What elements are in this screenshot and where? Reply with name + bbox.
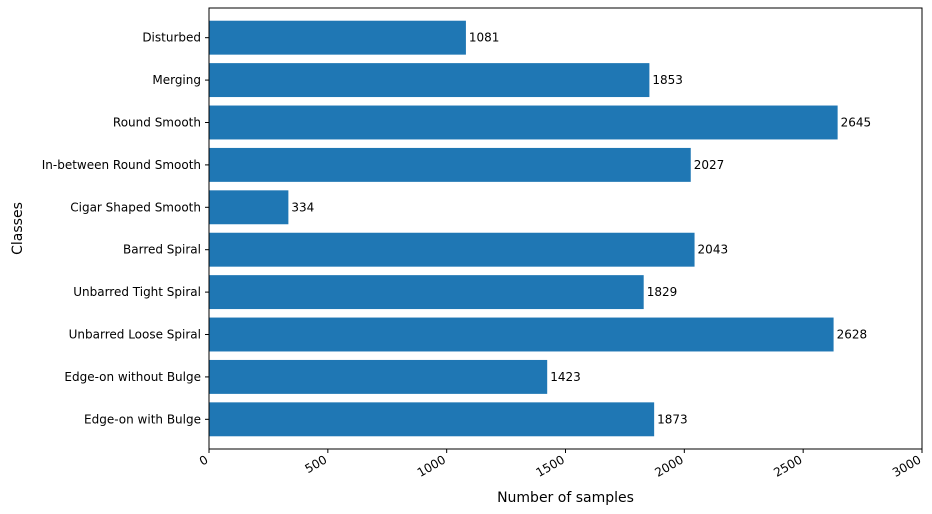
bar-value-label: 2628 <box>837 328 868 342</box>
y-ticks-group: Disturbed Merging Round Smooth In-between R… <box>42 31 209 426</box>
bar <box>209 317 834 352</box>
y-tick-label: In-between Round Smooth <box>42 158 201 172</box>
bar <box>209 105 838 140</box>
y-axis-title: Classes <box>10 202 26 255</box>
bar-value-label: 1853 <box>652 73 683 87</box>
bar <box>209 232 695 267</box>
y-tick-label: Cigar Shaped Smooth <box>70 200 201 214</box>
x-tick-label: 2500 <box>771 452 804 479</box>
bar-value-label: 1081 <box>469 31 500 45</box>
x-tick-label: 2000 <box>652 452 685 479</box>
bar <box>209 359 548 394</box>
bar-value-label: 2027 <box>694 158 725 172</box>
y-tick-label: Edge-on without Bulge <box>64 370 201 384</box>
y-tick-label: Round Smooth <box>113 115 201 129</box>
y-tick-label: Edge-on with Bulge <box>84 412 201 426</box>
bar <box>209 20 466 55</box>
bar-value-label: 2645 <box>841 115 872 129</box>
bar-value-label: 1423 <box>550 370 581 384</box>
bar <box>209 63 650 98</box>
x-axis-title: Number of samples <box>497 490 634 506</box>
bar <box>209 190 289 225</box>
bar <box>209 275 644 310</box>
y-tick-label: Unbarred Tight Spiral <box>73 285 201 299</box>
bar-value-label: 1829 <box>647 285 678 299</box>
bar-value-label: 1873 <box>657 412 688 426</box>
data-labels-group: 1081 1853 2645 2027 334 2043 1829 2628 1423 1873 <box>291 31 871 427</box>
plot-frame <box>208 7 923 450</box>
x-tick-label: 0 <box>197 452 211 468</box>
y-tick-label: Disturbed <box>142 31 201 45</box>
bar-value-label: 334 <box>291 200 314 214</box>
bar <box>209 147 691 182</box>
bar-value-label: 2043 <box>698 243 729 257</box>
y-tick-label: Unbarred Loose Spiral <box>69 328 201 342</box>
x-tick-label: 1000 <box>415 452 448 479</box>
x-tick-label: 1500 <box>534 452 567 479</box>
x-ticks-group: 0 500 1000 1500 2000 2500 3000 <box>197 449 924 480</box>
x-tick-label: 500 <box>302 452 329 476</box>
bar <box>209 402 655 437</box>
y-tick-label: Barred Spiral <box>123 243 201 257</box>
y-tick-label: Merging <box>152 73 201 87</box>
bars-group <box>209 20 838 437</box>
x-tick-label: 3000 <box>890 452 923 479</box>
